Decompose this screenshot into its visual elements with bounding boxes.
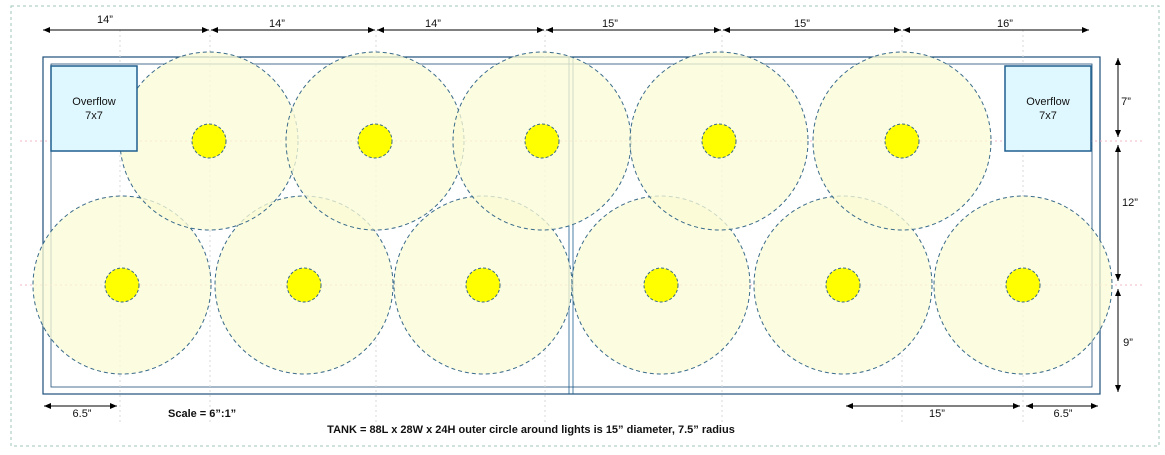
light-bulb	[104, 267, 140, 303]
right-dimension-lines	[1115, 58, 1121, 392]
right-dimension-label: 9”	[1123, 337, 1133, 349]
right-dimension-9-arrowhead	[1115, 385, 1121, 392]
bottom-dimension-left-arrowhead	[110, 403, 117, 409]
bottom-dimension-right-b-arrowhead	[1091, 403, 1098, 409]
bottom-dimension-right-b-arrowhead	[1026, 403, 1033, 409]
right-dimension-9-arrowhead	[1115, 289, 1121, 296]
top-dimension-arrowhead	[537, 27, 544, 33]
light-bulb	[191, 123, 227, 159]
light-bulb	[286, 267, 322, 303]
top-dimension-arrowhead	[723, 27, 730, 33]
right-dimension-12-arrowhead	[1115, 145, 1121, 152]
top-dimension-arrowhead	[368, 27, 375, 33]
bottom-dimension-right-a-label: 15”	[929, 408, 945, 420]
light-bulb	[825, 267, 861, 303]
overflow-right: Overflow 7x7	[1004, 65, 1092, 152]
bottom-dimension-lines	[44, 403, 1098, 409]
top-dimension-label: 15”	[794, 18, 810, 30]
overflow-right-box	[1004, 65, 1092, 152]
light-bulb	[1005, 267, 1041, 303]
top-dimension-lines	[43, 27, 1089, 33]
bottom-dimension-right-a-arrowhead	[846, 403, 853, 409]
overflow-left: Overflow 7x7	[50, 65, 138, 152]
light-bulb	[524, 123, 560, 159]
top-dimension-label: 14”	[269, 18, 285, 30]
top-dimension-arrowhead	[1082, 27, 1089, 33]
right-dimension-label: 12”	[1122, 197, 1138, 209]
overflow-right-size: 7x7	[1039, 110, 1057, 122]
top-dimension-labels: 14” 14” 14” 15” 15” 16”	[97, 14, 1013, 30]
overflow-left-box	[50, 65, 138, 152]
right-dimension-label: 7”	[1121, 96, 1131, 108]
top-dimension-arrowhead	[202, 27, 209, 33]
top-dimension-label: 14”	[97, 14, 113, 26]
right-dimension-12-arrowhead	[1115, 274, 1121, 281]
top-dimension-arrowhead	[211, 27, 218, 33]
top-dimension-arrowhead	[377, 27, 384, 33]
diagram-caption: TANK = 88L x 28W x 24H outer circle arou…	[327, 424, 735, 436]
top-dimension-label: 15”	[602, 18, 618, 30]
light-coverage-circles	[32, 51, 1113, 375]
top-dimension-arrowhead	[894, 27, 901, 33]
bottom-dimension-left-arrowhead	[44, 403, 51, 409]
scale-label: Scale = 6”:1”	[168, 408, 236, 420]
light-bulb	[357, 123, 393, 159]
right-dimension-7-arrowhead	[1115, 58, 1121, 65]
light-bulb	[701, 123, 737, 159]
bottom-dimension-right-b-label: 6.5”	[1054, 408, 1073, 420]
light-bulb	[643, 267, 679, 303]
overflow-left-title: Overflow	[72, 96, 115, 108]
top-dimension-arrowhead	[546, 27, 553, 33]
overflow-left-size: 7x7	[85, 110, 103, 122]
top-dimension-arrowhead	[903, 27, 910, 33]
bottom-dimension-right-a-arrowhead	[1013, 403, 1020, 409]
bottom-dimension-labels: 6.5” 15” 6.5”	[73, 408, 1073, 420]
light-bulb	[465, 267, 501, 303]
top-dimension-label: 14”	[425, 18, 441, 30]
light-bulb	[884, 123, 920, 159]
top-dimension-arrowhead	[714, 27, 721, 33]
right-dimension-labels: 7” 12” 9”	[1121, 96, 1138, 349]
overflow-right-title: Overflow	[1026, 96, 1069, 108]
top-dimension-arrowhead	[43, 27, 50, 33]
light-bulbs	[104, 123, 1041, 303]
top-dimension-label: 16”	[997, 18, 1013, 30]
outer-frame	[10, 5, 1160, 447]
right-dimension-7-arrowhead	[1115, 130, 1121, 137]
bottom-dimension-left-label: 6.5”	[73, 408, 92, 420]
